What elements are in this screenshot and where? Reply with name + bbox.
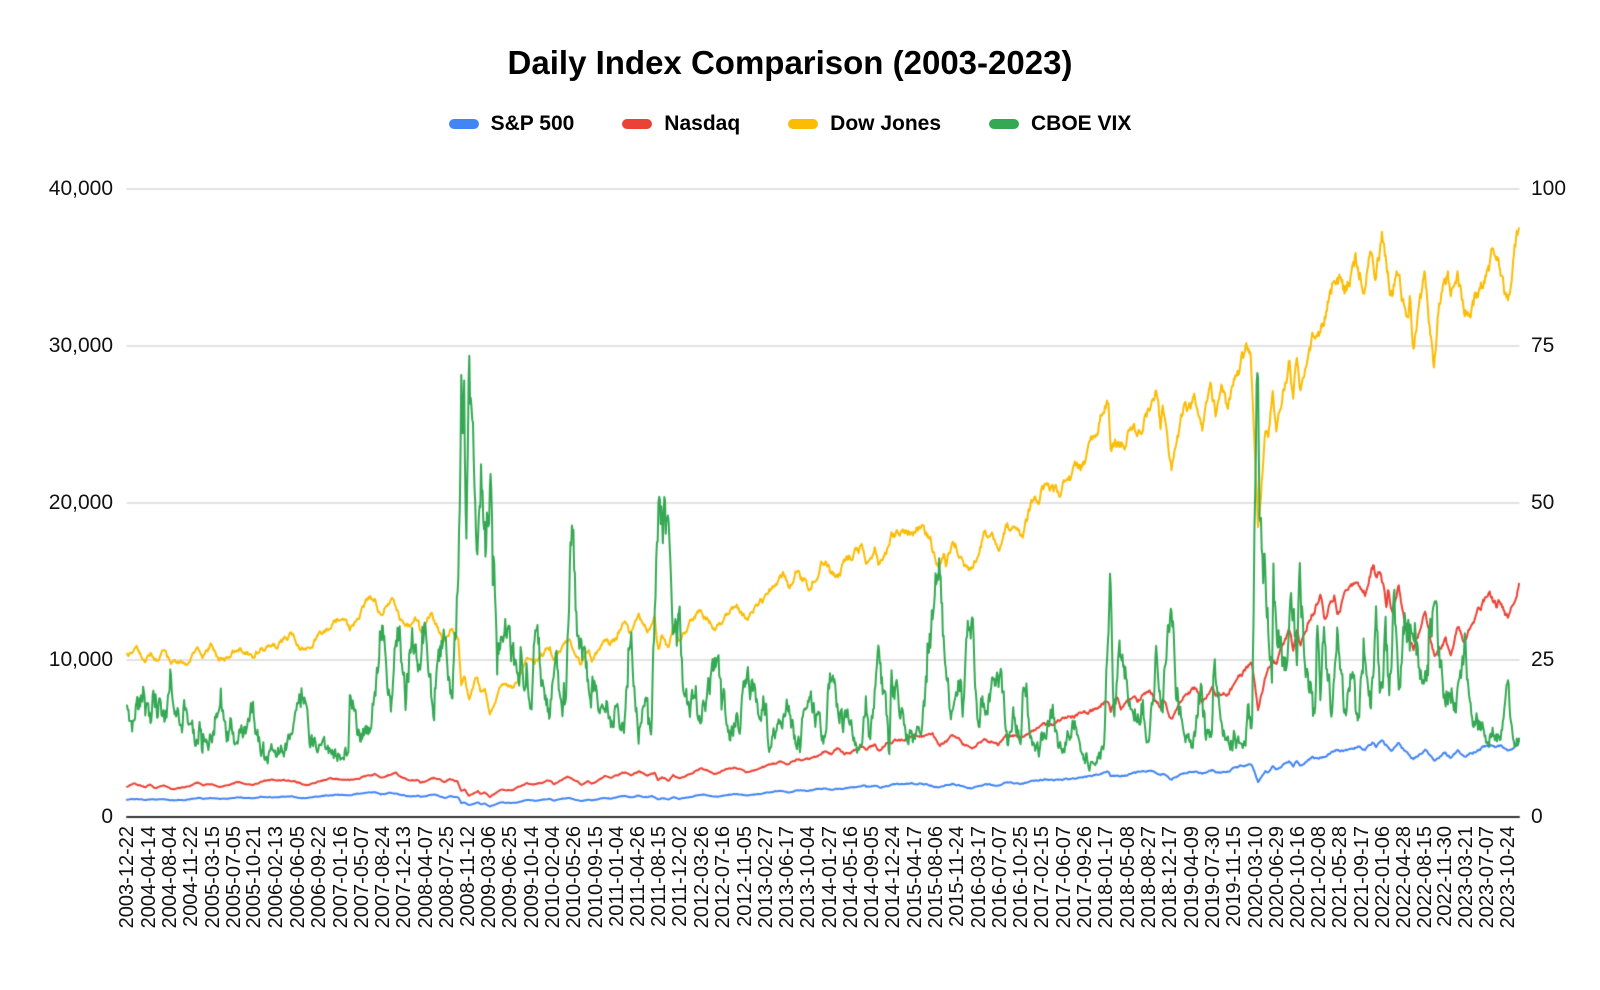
x-axis-tick-label: 2020-10-16 bbox=[1286, 826, 1309, 929]
y-axis-left-tick-label: 40,000 bbox=[48, 177, 113, 200]
y-axis-left-tick-label: 20,000 bbox=[48, 491, 113, 514]
y-axis-right-tick-label: 0 bbox=[1531, 805, 1543, 828]
x-axis-tick-label: 2010-02-04 bbox=[542, 826, 565, 929]
x-axis-tick-label: 2006-09-22 bbox=[307, 826, 330, 929]
x-axis-tick-label: 2006-06-05 bbox=[286, 826, 309, 929]
legend-label: Nasdaq bbox=[664, 112, 741, 135]
chart-title: Daily Index Comparison (2003-2023) bbox=[507, 44, 1073, 81]
legend-label: Dow Jones bbox=[830, 112, 942, 135]
legend-swatch-icon bbox=[622, 119, 653, 129]
legend: S&P 500 Nasdaq Dow Jones CBOE VIX bbox=[0, 112, 1580, 136]
x-axis-tick-label: 2017-09-26 bbox=[1073, 826, 1096, 929]
x-axis-tick-label: 2009-03-06 bbox=[478, 826, 501, 929]
x-axis-tick-label: 2011-04-26 bbox=[627, 826, 650, 927]
x-axis-tick-label: 2015-11-24 bbox=[945, 826, 968, 927]
x-axis-tick-label: 2003-12-22 bbox=[116, 826, 138, 929]
x-axis-tick-label: 2017-06-07 bbox=[1052, 826, 1075, 929]
legend-item-nasdaq: Nasdaq bbox=[622, 112, 740, 136]
x-axis-tick-label: 2008-04-07 bbox=[414, 826, 437, 929]
x-axis-tick-label: 2013-10-04 bbox=[797, 826, 820, 929]
x-axis-tick-label: 2022-11-30 bbox=[1434, 826, 1457, 927]
x-axis-tick-label: 2023-07-07 bbox=[1475, 826, 1498, 929]
x-axis-tick-label: 2021-02-08 bbox=[1308, 826, 1331, 929]
x-axis-tick-label: 2007-01-16 bbox=[329, 826, 352, 929]
x-axis-tick-label: 2010-09-15 bbox=[584, 826, 607, 929]
x-axis-tick-label: 2015-04-17 bbox=[903, 826, 926, 929]
x-axis-tick-label: 2016-10-25 bbox=[1009, 826, 1032, 929]
x-axis-tick-label: 2004-11-22 bbox=[180, 826, 203, 927]
x-axis-tick-label: 2022-08-15 bbox=[1413, 826, 1436, 929]
x-axis-tick-label: 2022-04-28 bbox=[1393, 826, 1416, 929]
y-axis-right-tick-label: 100 bbox=[1531, 177, 1567, 200]
x-axis-tick-label: 2018-01-17 bbox=[1095, 826, 1118, 929]
x-axis-tick-label: 2005-10-21 bbox=[243, 826, 266, 929]
x-axis-tick-label: 2016-03-17 bbox=[967, 826, 990, 929]
x-axis-tick-label: 2006-02-13 bbox=[265, 826, 288, 929]
x-axis-tick-label: 2008-07-25 bbox=[435, 826, 458, 929]
x-axis-tick-label: 2010-05-26 bbox=[563, 826, 586, 929]
x-axis-tick-label: 2019-07-30 bbox=[1201, 826, 1224, 929]
x-axis-tick-label: 2023-10-24 bbox=[1496, 826, 1519, 929]
x-axis-tick-label: 2011-08-15 bbox=[648, 826, 671, 927]
x-axis-tick-label: 2018-12-17 bbox=[1159, 826, 1182, 929]
x-axis-tick-label: 2008-11-12 bbox=[456, 826, 479, 927]
legend-item-dow-jones: Dow Jones bbox=[788, 112, 941, 136]
x-axis-tick-label: 2021-09-17 bbox=[1350, 826, 1373, 929]
y-axis-right-tick-label: 50 bbox=[1531, 491, 1555, 514]
y-axis-left-tick-label: 0 bbox=[101, 805, 113, 828]
x-axis-tick-label: 2015-08-06 bbox=[924, 826, 947, 929]
x-axis-tick-label: 2007-08-24 bbox=[371, 826, 394, 929]
legend-swatch-icon bbox=[448, 119, 479, 129]
x-axis-tick-label: 2023-03-21 bbox=[1455, 826, 1478, 929]
y-axis-right-tick-label: 75 bbox=[1531, 334, 1555, 357]
legend-swatch-icon bbox=[788, 119, 819, 129]
legend-item-cboe-vix: CBOE VIX bbox=[989, 112, 1131, 136]
x-axis-tick-label: 2011-01-04 bbox=[605, 826, 628, 927]
x-axis-tick-label: 2012-07-16 bbox=[712, 826, 735, 929]
x-axis-tick-label: 2018-05-08 bbox=[1116, 826, 1139, 929]
x-axis-tick-label: 2007-12-13 bbox=[392, 826, 415, 929]
x-axis-tick-label: 2017-02-15 bbox=[1031, 826, 1054, 929]
x-axis-tick-label: 2009-06-25 bbox=[499, 826, 522, 929]
x-axis-tick-label: 2020-03-10 bbox=[1244, 826, 1267, 929]
legend-swatch-icon bbox=[989, 119, 1020, 129]
x-axis-tick-label: 2020-06-29 bbox=[1265, 826, 1288, 929]
x-axis-tick-label: 2019-11-15 bbox=[1222, 826, 1245, 927]
x-axis-tick-label: 2009-10-14 bbox=[520, 826, 543, 929]
x-axis-tick-label: 2011-12-02 bbox=[668, 826, 691, 927]
x-axis-tick-label: 2004-08-04 bbox=[159, 826, 182, 929]
x-axis-tick-label: 2004-04-14 bbox=[137, 826, 160, 929]
legend-label: CBOE VIX bbox=[1031, 112, 1132, 135]
x-axis-tick-label: 2007-05-07 bbox=[350, 826, 373, 929]
x-axis-tick-label: 2013-02-27 bbox=[755, 826, 778, 929]
x-axis-tick-label: 2014-09-05 bbox=[861, 826, 884, 929]
x-axis-tick-label: 2018-08-27 bbox=[1137, 826, 1160, 929]
x-axis-tick-label: 2019-04-09 bbox=[1180, 826, 1203, 929]
x-axis-tick-label: 2022-01-06 bbox=[1371, 826, 1394, 929]
x-axis-tick-label: 2014-01-27 bbox=[818, 826, 841, 929]
legend-label: S&P 500 bbox=[490, 112, 575, 135]
x-axis-tick-label: 2012-03-26 bbox=[690, 826, 713, 929]
x-axis-tick-label: 2012-11-05 bbox=[733, 826, 756, 927]
y-axis-left-tick-label: 30,000 bbox=[48, 334, 113, 357]
x-axis-tick-label: 2005-07-05 bbox=[222, 826, 245, 929]
x-axis-tick-label: 2016-07-07 bbox=[988, 826, 1011, 929]
x-axis-tick-label: 2021-05-28 bbox=[1329, 826, 1352, 929]
y-axis-right-tick-label: 25 bbox=[1531, 648, 1555, 671]
x-axis-tick-label: 2013-06-17 bbox=[776, 826, 799, 929]
x-axis-tick-label: 2014-05-16 bbox=[839, 826, 862, 929]
x-axis-tick-label: 2014-12-24 bbox=[882, 826, 905, 929]
x-axis-tick-label: 2005-03-15 bbox=[201, 826, 224, 929]
y-axis-left-tick-label: 10,000 bbox=[48, 648, 113, 671]
legend-item-s-p-500: S&P 500 bbox=[448, 112, 575, 136]
